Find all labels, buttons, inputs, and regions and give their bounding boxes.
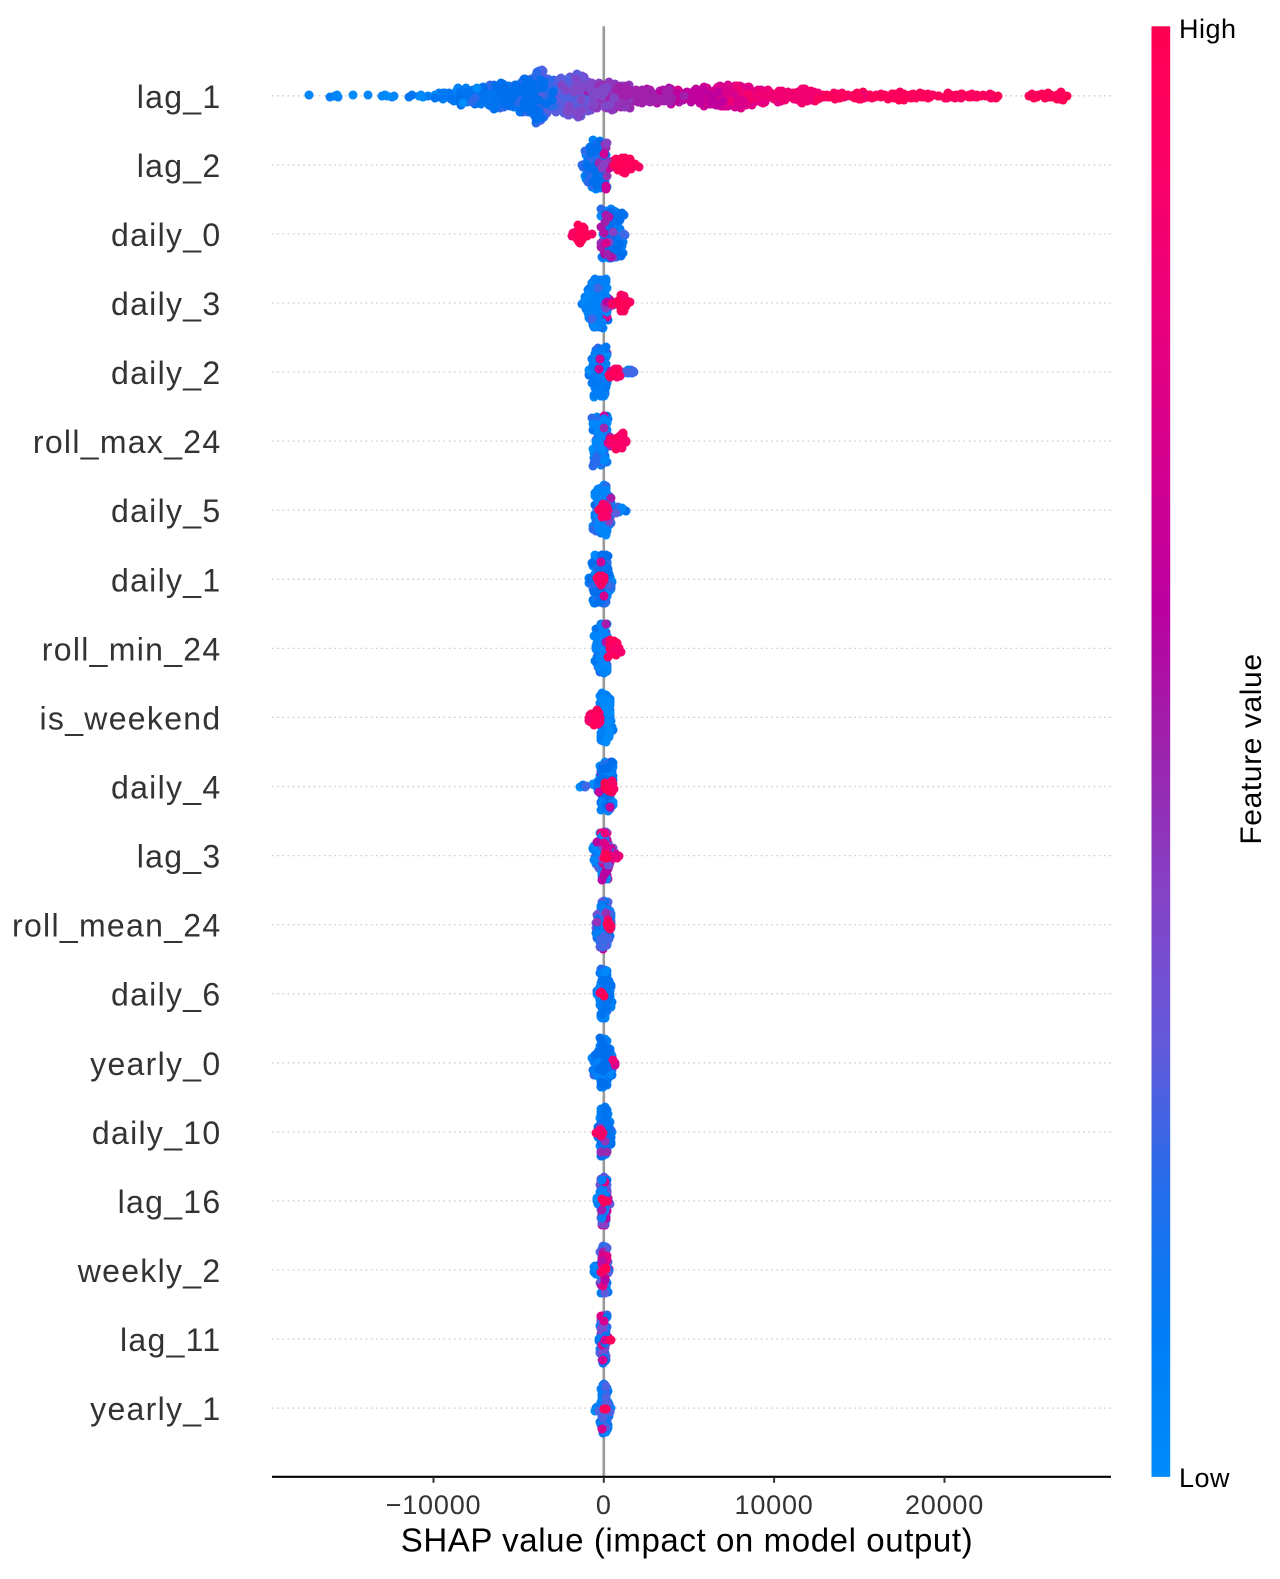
svg-text:daily_4: daily_4 (111, 770, 222, 806)
svg-text:weekly_2: weekly_2 (77, 1253, 222, 1289)
svg-text:lag_3: lag_3 (137, 839, 222, 875)
svg-text:10000: 10000 (735, 1490, 814, 1520)
svg-text:Feature value: Feature value (1235, 653, 1268, 844)
svg-text:daily_0: daily_0 (111, 217, 222, 253)
svg-text:daily_1: daily_1 (111, 562, 222, 598)
svg-text:SHAP value (impact on model ou: SHAP value (impact on model output) (401, 1522, 974, 1559)
svg-text:yearly_1: yearly_1 (90, 1391, 221, 1427)
svg-text:−10000: −10000 (386, 1490, 482, 1520)
svg-text:lag_11: lag_11 (120, 1322, 222, 1358)
svg-text:roll_min_24: roll_min_24 (42, 631, 222, 667)
svg-text:daily_2: daily_2 (111, 355, 222, 391)
svg-text:lag_1: lag_1 (137, 79, 222, 115)
svg-text:lag_16: lag_16 (118, 1184, 222, 1220)
svg-text:daily_3: daily_3 (111, 286, 222, 322)
svg-text:roll_mean_24: roll_mean_24 (12, 908, 222, 944)
svg-text:High: High (1179, 14, 1237, 44)
svg-text:0: 0 (596, 1490, 612, 1520)
svg-text:is_weekend: is_weekend (40, 700, 222, 736)
svg-text:daily_10: daily_10 (92, 1115, 222, 1151)
svg-text:yearly_0: yearly_0 (90, 1046, 221, 1082)
svg-text:20000: 20000 (905, 1490, 984, 1520)
svg-text:daily_5: daily_5 (111, 493, 222, 529)
svg-text:lag_2: lag_2 (137, 148, 222, 184)
svg-text:roll_max_24: roll_max_24 (33, 424, 222, 460)
svg-text:Low: Low (1179, 1463, 1230, 1493)
svg-text:daily_6: daily_6 (111, 977, 222, 1013)
